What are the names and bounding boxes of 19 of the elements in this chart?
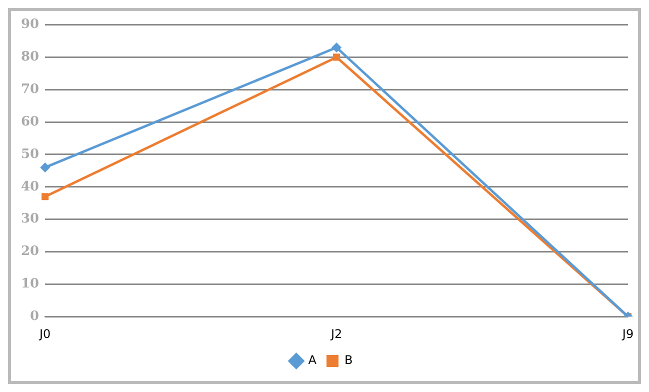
point bbox=[40, 162, 50, 172]
legend-label: A bbox=[308, 353, 318, 368]
y-tick-label: 60 bbox=[20, 114, 40, 130]
y-tick-label: 20 bbox=[20, 244, 40, 260]
point bbox=[332, 42, 342, 52]
point bbox=[333, 54, 340, 61]
x-tick-label: J9 bbox=[621, 326, 634, 341]
y-tick-label: 30 bbox=[20, 212, 40, 227]
point bbox=[42, 193, 49, 200]
y-tick-label: 40 bbox=[20, 179, 40, 194]
legend-label: B bbox=[344, 353, 353, 368]
x-tick-label: J0 bbox=[38, 326, 51, 341]
y-tick-label: 80 bbox=[20, 50, 40, 65]
y-tick-label: 50 bbox=[20, 146, 40, 162]
y-tick-label: 70 bbox=[20, 82, 40, 98]
y-tick-label: 0 bbox=[30, 308, 40, 324]
x-tick-label: J2 bbox=[330, 326, 342, 341]
y-tick-label: 90 bbox=[20, 17, 40, 32]
y-tick-label: 10 bbox=[20, 276, 40, 292]
